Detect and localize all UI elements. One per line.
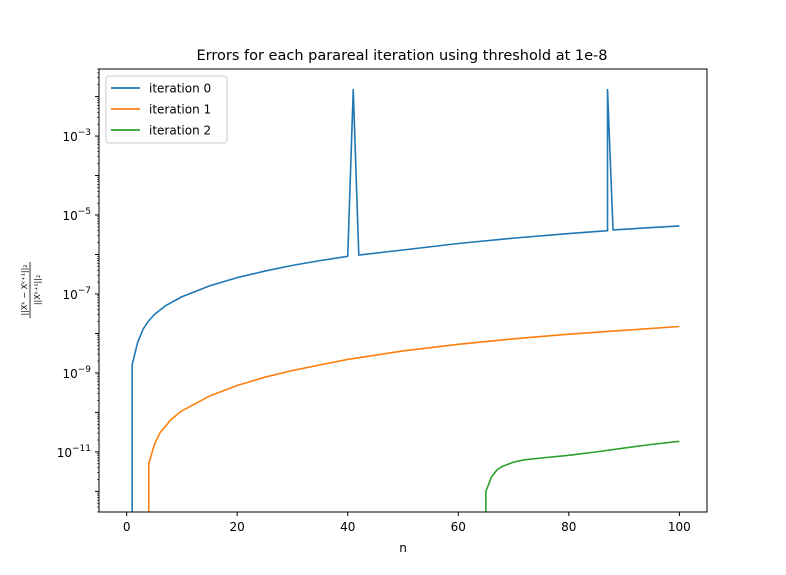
y-tick-label: 10−5 bbox=[62, 207, 91, 223]
y-tick-label: 10−11 bbox=[57, 444, 91, 460]
y-tick-label: 10−9 bbox=[62, 365, 91, 381]
series-layer bbox=[131, 88, 680, 512]
y-axis-label-numerator: ||Xᵏ − Xᵏ⁺¹||₂ bbox=[20, 265, 29, 316]
legend-label-2: iteration 2 bbox=[149, 124, 211, 138]
y-axis-label: ||Xᵏ − Xᵏ⁺¹||₂ ||Xᵏ⁺¹||₂ bbox=[20, 262, 42, 318]
plot-frame bbox=[98, 68, 708, 513]
x-tick-label: 40 bbox=[340, 520, 355, 534]
x-tick-label: 100 bbox=[668, 520, 691, 534]
series-line-1 bbox=[147, 325, 680, 512]
chart-title: Errors for each parareal iteration using… bbox=[197, 48, 608, 64]
series-line-2 bbox=[485, 440, 680, 512]
legend: iteration 0 iteration 1 iteration 2 bbox=[105, 75, 228, 144]
y-axis-label-denominator: ||Xᵏ⁺¹||₂ bbox=[33, 275, 42, 305]
y-tick-label: 10−7 bbox=[62, 286, 91, 302]
x-tick-label: 80 bbox=[561, 520, 576, 534]
x-axis-ticks: 0 20 40 60 80 100 bbox=[123, 512, 691, 534]
legend-label-1: iteration 1 bbox=[149, 103, 211, 117]
legend-box bbox=[105, 75, 228, 144]
series-line-0 bbox=[131, 88, 680, 512]
x-axis-label: n bbox=[399, 541, 407, 555]
y-axis-ticks: 10−11 10−9 10−7 10−5 10−3 bbox=[57, 68, 99, 513]
x-tick-label: 0 bbox=[123, 520, 131, 534]
x-tick-label: 20 bbox=[230, 520, 245, 534]
x-tick-label: 60 bbox=[451, 520, 466, 534]
legend-label-0: iteration 0 bbox=[149, 82, 211, 96]
y-tick-label: 10−3 bbox=[62, 128, 91, 144]
